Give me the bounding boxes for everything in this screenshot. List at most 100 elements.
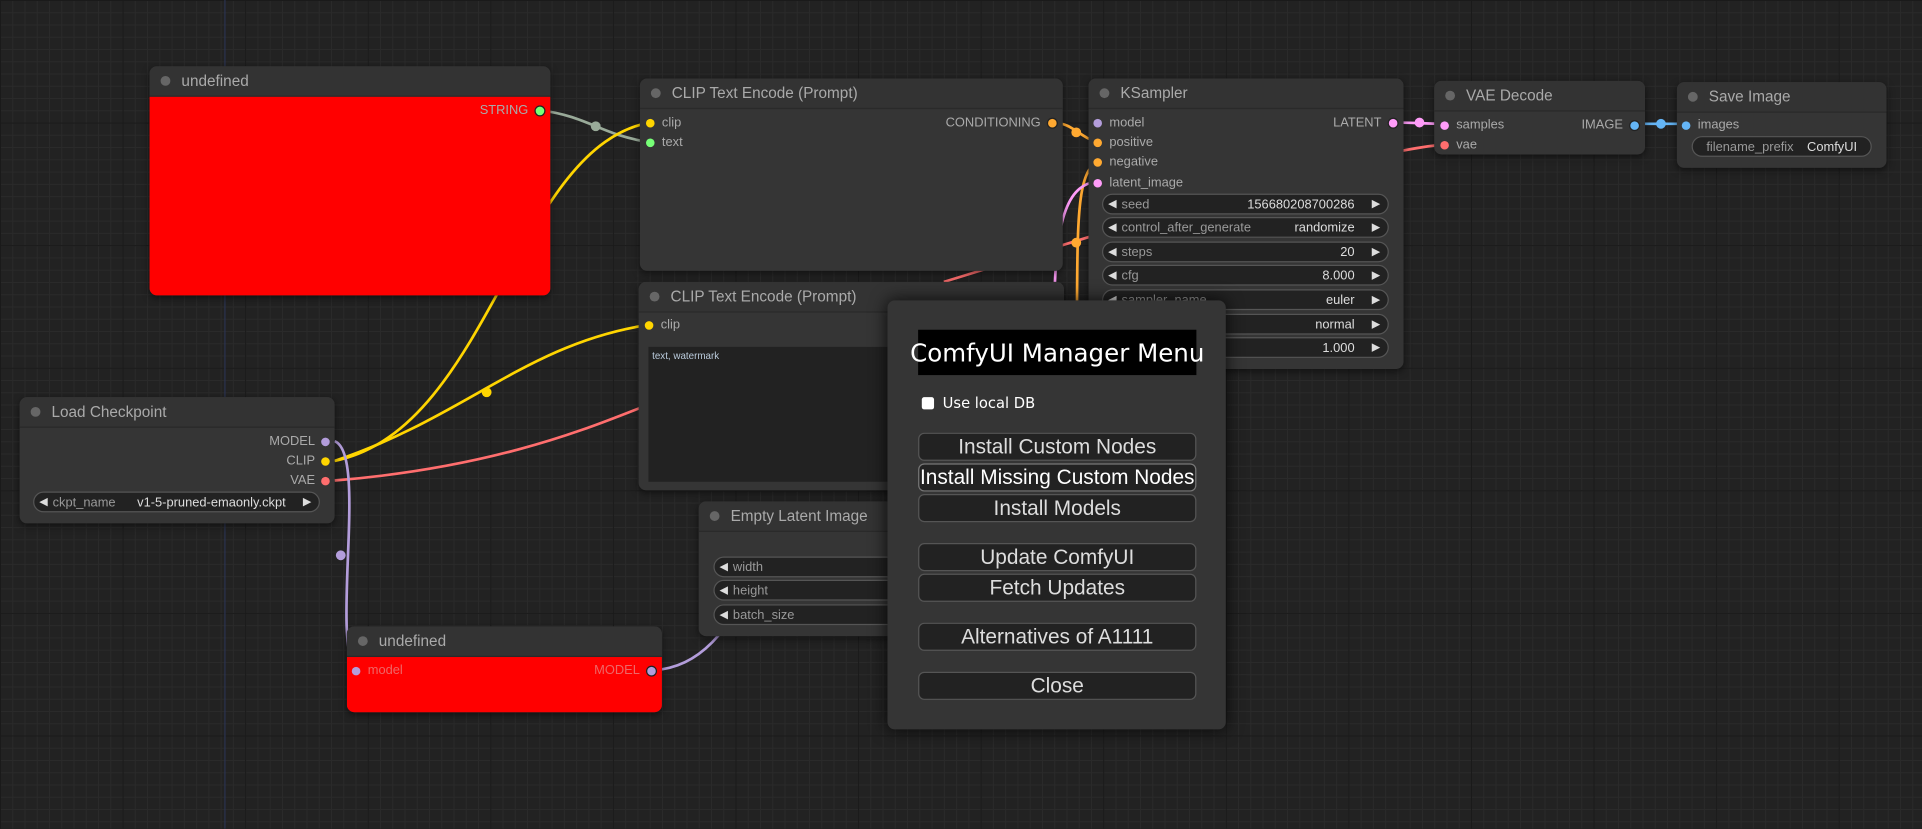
checkbox-icon[interactable] — [921, 397, 935, 410]
input-model[interactable]: model — [351, 662, 403, 679]
output-model[interactable]: MODEL — [269, 433, 330, 450]
wire-reroute-dot[interactable] — [1414, 117, 1425, 128]
collapse-dot-icon[interactable] — [357, 636, 368, 646]
node-clip-text-encode-positive[interactable]: CLIP Text Encode (Prompt) clip text COND… — [639, 78, 1063, 271]
node-header[interactable]: undefined — [346, 626, 662, 658]
node-undefined-model[interactable]: undefined model MODEL — [346, 626, 662, 713]
slot-dot-icon[interactable] — [1387, 117, 1399, 129]
slot-dot-icon[interactable] — [534, 104, 546, 116]
decrement-arrow-icon[interactable]: ◀ — [719, 583, 729, 596]
input-negative[interactable]: negative — [1093, 153, 1158, 170]
slot-dot-icon[interactable] — [1093, 137, 1102, 147]
collapse-dot-icon[interactable] — [650, 88, 661, 99]
collapse-dot-icon[interactable] — [1099, 88, 1110, 99]
input-images[interactable]: images — [1681, 116, 1739, 133]
input-clip[interactable]: clip — [645, 114, 681, 131]
slot-dot-icon[interactable] — [1093, 178, 1102, 187]
wire-reroute-dot[interactable] — [1656, 118, 1666, 129]
node-header[interactable]: KSampler — [1088, 78, 1404, 110]
collapse-dot-icon[interactable] — [1687, 91, 1698, 102]
decrement-arrow-icon[interactable]: ◀ — [1108, 268, 1117, 281]
collapse-dot-icon[interactable] — [30, 406, 41, 417]
update-comfyui-button[interactable]: Update ComfyUI — [918, 543, 1197, 572]
node-header[interactable]: CLIP Text Encode (Prompt) — [639, 78, 1063, 110]
increment-arrow-icon[interactable]: ▶ — [1371, 220, 1381, 233]
slot-dot-icon[interactable] — [321, 436, 330, 446]
node-vae-decode[interactable]: VAE Decode samples vae IMAGE — [1434, 80, 1646, 155]
wire-reroute-dot[interactable] — [481, 387, 492, 398]
collapse-dot-icon[interactable] — [709, 511, 720, 521]
slot-dot-icon[interactable] — [321, 456, 330, 466]
output-clip[interactable]: CLIP — [286, 452, 330, 469]
install-custom-nodes-button[interactable]: Install Custom Nodes — [918, 432, 1197, 461]
increment-arrow-icon[interactable]: ▶ — [1371, 340, 1381, 354]
widget-seed[interactable]: ◀ seed 156680208700286 ▶ — [1101, 193, 1389, 215]
input-samples[interactable]: samples — [1440, 116, 1504, 133]
increment-arrow-icon[interactable]: ▶ — [1371, 197, 1381, 210]
node-save-image[interactable]: Save Image images filename_prefix ComfyUI — [1676, 82, 1887, 168]
increment-arrow-icon[interactable]: ▶ — [1371, 245, 1381, 258]
slot-dot-icon[interactable] — [321, 476, 330, 485]
slot-dot-icon[interactable] — [645, 664, 658, 677]
node-header[interactable]: VAE Decode — [1434, 80, 1646, 112]
widget-steps[interactable]: ◀ steps 20 ▶ — [1101, 241, 1389, 263]
output-image[interactable]: IMAGE — [1581, 116, 1641, 133]
decrement-arrow-icon[interactable]: ◀ — [1108, 220, 1117, 233]
decrement-arrow-icon[interactable]: ◀ — [1108, 292, 1117, 306]
install-models-button[interactable]: Install Models — [918, 493, 1197, 523]
collapse-dot-icon[interactable] — [1445, 90, 1456, 101]
collapse-dot-icon[interactable] — [649, 291, 660, 302]
slot-dot-icon[interactable] — [645, 137, 655, 147]
decrement-arrow-icon[interactable]: ◀ — [1108, 245, 1117, 258]
input-positive[interactable]: positive — [1093, 134, 1153, 151]
input-clip[interactable]: clip — [644, 316, 680, 333]
decrement-arrow-icon[interactable]: ◀ — [1108, 197, 1117, 210]
slot-dot-icon[interactable] — [1681, 120, 1691, 130]
wire-reroute-dot[interactable] — [335, 550, 346, 561]
input-model[interactable]: model — [1093, 114, 1144, 131]
alternatives-of-a1111-button[interactable]: Alternatives of A1111 — [918, 622, 1197, 651]
output-model[interactable]: MODEL — [594, 662, 658, 679]
increment-arrow-icon[interactable]: ▶ — [1371, 268, 1381, 281]
output-latent[interactable]: LATENT — [1333, 114, 1399, 131]
input-text[interactable]: text — [645, 134, 683, 151]
slot-dot-icon[interactable] — [1093, 157, 1102, 167]
output-string[interactable]: STRING — [480, 102, 546, 119]
wire-reroute-dot[interactable] — [1071, 127, 1082, 138]
slot-dot-icon[interactable] — [1093, 118, 1102, 127]
increment-arrow-icon[interactable]: ▶ — [302, 495, 312, 508]
slot-dot-icon[interactable] — [1440, 120, 1449, 130]
node-header[interactable]: Save Image — [1676, 82, 1887, 113]
widget-control-after-generate[interactable]: ◀ control_after_generate randomize ▶ — [1101, 216, 1389, 238]
wire-reroute-dot[interactable] — [590, 121, 601, 132]
output-conditioning[interactable]: CONDITIONING — [946, 114, 1058, 131]
wire-reroute-dot[interactable] — [1071, 237, 1082, 248]
node-header[interactable]: undefined — [149, 66, 551, 97]
use-local-db-checkbox[interactable]: Use local DB — [921, 395, 1035, 412]
widget-cfg[interactable]: ◀ cfg 8.000 ▶ — [1101, 264, 1389, 286]
node-header[interactable]: Load Checkpoint — [19, 397, 335, 428]
decrement-arrow-icon[interactable]: ◀ — [719, 560, 729, 573]
widget-ckpt-name[interactable]: ◀ ckpt_name v1-5-pruned-emaonly.ckpt ▶ — [33, 491, 320, 513]
slot-dot-icon[interactable] — [1440, 140, 1449, 149]
input-latent-image[interactable]: latent_image — [1093, 174, 1183, 191]
increment-arrow-icon[interactable]: ▶ — [1371, 292, 1381, 306]
slot-dot-icon[interactable] — [644, 320, 654, 330]
slot-dot-icon[interactable] — [1629, 119, 1641, 131]
increment-arrow-icon[interactable]: ▶ — [1371, 317, 1381, 330]
widget-filename-prefix[interactable]: filename_prefix ComfyUI — [1691, 136, 1872, 157]
fetch-updates-button[interactable]: Fetch Updates — [918, 573, 1197, 602]
decrement-arrow-icon[interactable]: ◀ — [39, 495, 48, 508]
input-vae[interactable]: vae — [1440, 136, 1477, 153]
slot-dot-icon[interactable] — [351, 666, 361, 675]
collapse-dot-icon[interactable] — [160, 75, 171, 86]
slot-dot-icon[interactable] — [645, 118, 655, 127]
node-load-checkpoint[interactable]: Load Checkpoint MODEL CLIP VAE ◀ ckpt_nam… — [19, 397, 335, 524]
close-button[interactable]: Close — [918, 671, 1197, 700]
slot-dot-icon[interactable] — [1046, 117, 1058, 129]
node-undefined-string[interactable]: undefined STRING — [149, 66, 551, 296]
output-vae[interactable]: VAE — [290, 472, 330, 489]
decrement-arrow-icon[interactable]: ◀ — [719, 607, 729, 621]
install-missing-custom-nodes-button[interactable]: Install Missing Custom Nodes — [918, 463, 1197, 492]
